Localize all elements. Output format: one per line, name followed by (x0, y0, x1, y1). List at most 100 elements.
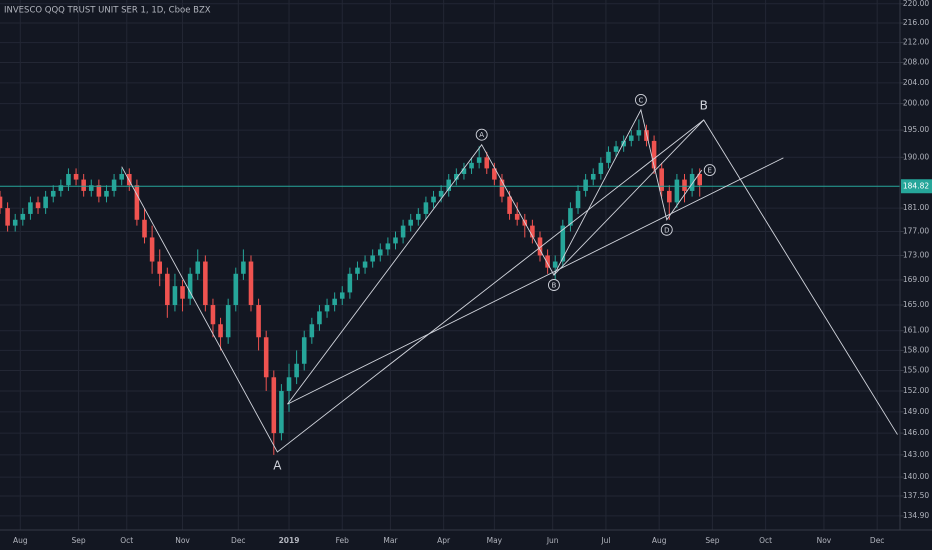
candle-body (286, 377, 292, 391)
candle-body (317, 311, 322, 325)
candle-body (590, 173, 596, 180)
candle-body (636, 130, 642, 136)
x-tick-label: Mar (383, 536, 398, 545)
y-tick-label: 165.00 (903, 300, 929, 309)
candle-body (674, 179, 680, 203)
candle-body (88, 185, 94, 191)
wave-label-circle (547, 279, 560, 291)
candle-body (248, 261, 254, 306)
candle-body (454, 173, 459, 180)
y-tick-label: 195.00 (903, 125, 929, 134)
last-price-box (901, 179, 932, 194)
y-tick-label: 212.00 (903, 38, 929, 47)
y-tick-label: 169.00 (903, 275, 929, 284)
chart-title: INVESCO QQQ TRUST UNIT SER 1, 1D, Cboe B… (4, 6, 211, 16)
candle-body (332, 298, 337, 306)
y-tick-label: 181.00 (903, 203, 929, 212)
y-tick-label: 149.00 (903, 407, 929, 416)
candle-body (476, 157, 482, 163)
marks (0, 119, 702, 455)
wave-label: C (638, 96, 643, 104)
x-tick-label: Sep (705, 536, 719, 545)
candle-body (157, 261, 162, 274)
wave-label: A (273, 458, 282, 472)
candle-body (469, 162, 474, 169)
x-tick-label: Feb (336, 536, 350, 545)
y-tick-label: 155.00 (903, 366, 929, 375)
candle-body (492, 168, 497, 180)
candle-body (568, 208, 573, 226)
candle-body (104, 190, 109, 197)
candle-body (241, 261, 246, 274)
candle-body (301, 337, 307, 364)
candle-body (499, 179, 505, 197)
candle-body (446, 179, 452, 191)
wave-label: B (552, 282, 557, 290)
candle-body (111, 179, 117, 191)
candle-body (66, 173, 71, 186)
candle-body (134, 185, 140, 220)
candle-body (667, 190, 672, 203)
candle-body (279, 390, 284, 434)
y-tick-label: 152.00 (903, 386, 929, 395)
candle-body (613, 146, 619, 152)
candle-body (530, 225, 535, 238)
axes: 220.00 216.00 212.00 208.00 204.00 200.00 195.… (13, 0, 932, 545)
candle-body (294, 363, 299, 378)
wave-label-circle (660, 223, 673, 236)
candle-body (20, 213, 26, 220)
candle-body (233, 273, 239, 306)
candle-body (347, 273, 353, 293)
candle-body (370, 255, 375, 262)
wave-label-circle (634, 93, 647, 106)
last-price-label: 184.82 (903, 181, 929, 190)
y-tick-label: 173.00 (903, 250, 929, 259)
x-tick-label: Sep (72, 536, 86, 545)
candle-body (651, 140, 657, 169)
candle-body (73, 173, 79, 180)
candle-body (514, 213, 520, 220)
candle-body (408, 219, 413, 226)
y-tick-label: 140.00 (903, 472, 929, 481)
candle-body (621, 140, 626, 147)
x-tick-label: Dec (870, 536, 885, 545)
candle-body (142, 219, 147, 238)
wave-label-circle (703, 164, 716, 177)
candle-body (385, 243, 391, 250)
candle-body (271, 377, 277, 434)
candle-body (50, 190, 56, 197)
candle-body (575, 190, 581, 209)
drawings: A B A B C D E (0, 93, 900, 472)
wave-label: A (479, 131, 484, 139)
candle-body (43, 196, 48, 209)
candle-body (225, 305, 231, 338)
candle-body (0, 196, 3, 209)
candle-body (628, 135, 634, 141)
candle-body (431, 196, 436, 203)
candle-body (484, 157, 490, 169)
x-tick-label: Oct (759, 536, 772, 545)
x-tick-label: Nov (817, 536, 832, 545)
wave-label: B (700, 98, 708, 112)
candle-body (172, 286, 178, 306)
candle-body (362, 261, 368, 268)
candle-body (697, 173, 702, 186)
candle-body (682, 179, 687, 191)
candle-body (180, 286, 185, 299)
wave-line (553, 119, 705, 276)
y-tick-label: 143.00 (903, 450, 929, 459)
candle-body (606, 151, 611, 163)
x-tick-label: May (487, 536, 503, 545)
candle-body (416, 213, 421, 220)
candle-body (583, 179, 588, 191)
candle-body (598, 162, 604, 174)
candle-body (537, 237, 543, 256)
candle-body (689, 173, 695, 191)
candle-body (210, 305, 216, 325)
x-tick-label: Aug (13, 536, 28, 545)
candle-body (256, 305, 261, 338)
candle-body (187, 273, 193, 299)
